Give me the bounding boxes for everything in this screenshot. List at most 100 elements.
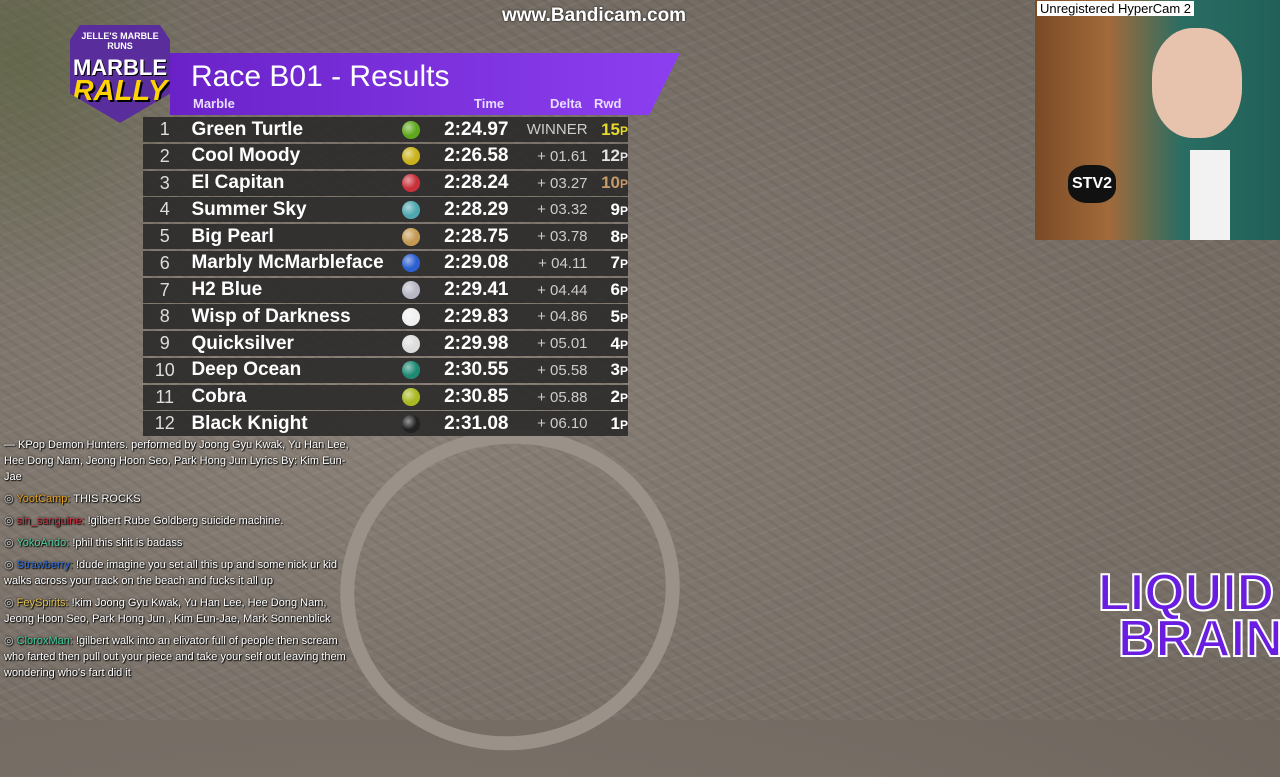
chat-message: ◎ YootCamp: THIS ROCKS	[4, 491, 354, 507]
position: 1	[159, 119, 170, 139]
marble-name: Cool Moody	[191, 145, 301, 167]
finish-time: 2:24.97	[444, 118, 509, 140]
chat-username[interactable]: YootCamp:	[16, 493, 71, 505]
marble-name: Marbly McMarbleface	[191, 252, 384, 274]
result-row: 7 H2 Blue 2:29.41 + 04.44 6P	[143, 277, 629, 303]
marble-icon	[401, 147, 420, 166]
reward-points: 3P	[610, 360, 629, 380]
finish-time: 2:31.08	[444, 412, 509, 434]
position: 7	[159, 279, 170, 300]
chat-text: !phil this shit is badass	[69, 537, 183, 549]
time-delta: + 01.61	[537, 147, 588, 165]
marble-name: Deep Ocean	[191, 359, 302, 381]
finish-time: 2:28.75	[444, 225, 509, 247]
chat-username[interactable]: Strawberry:	[16, 559, 73, 571]
hypercam-title: Unregistered HyperCam 2	[1037, 1, 1195, 16]
liquid-brain-logo: LIQUID BRAIN	[1090, 545, 1280, 715]
time-delta: + 06.10	[537, 415, 588, 433]
marble-name: Big Pearl	[191, 225, 274, 247]
result-row: 12 Black Knight 2:31.08 + 06.10 1P	[143, 411, 629, 437]
position: 12	[154, 413, 175, 434]
reward-points: 1P	[610, 413, 629, 433]
chat-message: ◎ FeySpirits: !kim Joong Gyu Kwak, Yu Ha…	[4, 595, 354, 627]
chat-badge-icon: ◎	[4, 559, 17, 571]
reward-points: 6P	[610, 280, 629, 299]
logo-top: JELLE'S MARBLE RUNS	[81, 31, 159, 51]
reward-points: 10P	[601, 173, 629, 192]
chat-message: ◎ Strawberry: !dude imagine you set all …	[4, 557, 354, 589]
logo-liquid: LIQUID	[1097, 564, 1275, 622]
marble-name: Black Knight	[191, 412, 308, 434]
chat-badge-icon: ◎	[4, 597, 17, 609]
reward-points: 15P	[601, 119, 629, 139]
reward-points: 5P	[610, 306, 629, 326]
chat-badge-icon: ◎	[4, 635, 17, 647]
position: 5	[159, 226, 170, 246]
marble-name: El Capitan	[191, 172, 285, 193]
result-row: 11 Cobra 2:30.85 + 05.88 2P	[143, 384, 629, 410]
chat-username[interactable]: FeySpirits:	[16, 597, 69, 609]
finish-time: 2:28.29	[444, 198, 509, 220]
chat-badge-icon: ◎	[4, 493, 17, 505]
results-banner	[170, 53, 680, 115]
finish-time: 2:28.24	[444, 172, 509, 193]
marble-icon	[401, 361, 420, 380]
finish-time: 2:30.85	[444, 386, 509, 407]
time-delta: + 03.27	[537, 174, 588, 192]
time-delta: + 04.11	[538, 254, 588, 272]
position: 8	[159, 306, 170, 327]
webcam-feed	[1035, 0, 1280, 240]
reward-points: 7P	[610, 253, 629, 273]
marble-name: Wisp of Darkness	[191, 305, 351, 327]
marble-icon	[401, 414, 420, 433]
marble-name: Green Turtle	[191, 118, 304, 140]
chat-username[interactable]: CloroxMan:	[16, 635, 73, 647]
chat-username[interactable]: YokoAndo:	[16, 537, 70, 549]
chat-message: ◎ sin_sanguine: !gilbert Rube Goldberg s…	[4, 513, 354, 529]
result-row: 1 Green Turtle 2:24.97 WINNER 15P	[143, 117, 628, 142]
marble-icon	[401, 174, 420, 192]
logo-line2: RALLY	[72, 75, 168, 107]
reward-points: 12P	[601, 146, 629, 166]
results-title: Race B01 - Results	[191, 60, 450, 93]
time-delta: + 05.01	[537, 335, 588, 352]
marble-name: Cobra	[191, 386, 247, 407]
logo-brain: BRAIN	[1117, 610, 1280, 668]
marble-icon	[401, 388, 420, 406]
position: 9	[159, 333, 170, 353]
now-playing: — KPop Demon Hunters. performed by Joong…	[4, 439, 349, 483]
chat-text: !dude imagine you set all this up and so…	[4, 559, 338, 587]
time-delta: + 03.78	[537, 228, 588, 245]
chat-badge-icon: ◎	[4, 537, 17, 549]
time-delta: + 05.58	[537, 361, 588, 379]
marble-icon	[401, 281, 420, 299]
result-row: 4 Summer Sky 2:28.29 + 03.32 9P	[143, 197, 629, 223]
result-row: 8 Wisp of Darkness 2:29.83 + 04.86 5P	[143, 304, 629, 330]
finish-time: 2:30.55	[444, 359, 509, 381]
reward-points: 9P	[610, 199, 629, 219]
result-row: 2 Cool Moody 2:26.58 + 01.61 12P	[143, 143, 629, 169]
position: 2	[159, 145, 170, 166]
chat-text: !gilbert walk into an elivator full of p…	[4, 635, 346, 679]
position: 11	[155, 386, 175, 407]
marble-icon	[401, 120, 420, 139]
marble-icon	[401, 334, 420, 353]
chat-badge-icon: ◎	[4, 515, 17, 527]
reward-points: 2P	[610, 387, 629, 406]
webcam-face	[1152, 28, 1242, 138]
marble-icon	[401, 254, 420, 273]
position: 10	[154, 359, 175, 380]
finish-time: 2:29.08	[444, 252, 509, 274]
chat-text: THIS ROCKS	[70, 493, 141, 505]
time-delta: + 03.32	[537, 201, 588, 219]
position: 3	[159, 172, 170, 193]
chat-message: ◎ YokoAndo: !phil this shit is badass	[4, 535, 354, 551]
chat-overlay: — KPop Demon Hunters. performed by Joong…	[4, 437, 354, 687]
chat-username[interactable]: sin_sanguine:	[16, 515, 85, 527]
logo-line1: MARBLE	[72, 55, 168, 80]
result-row: 6 Marbly McMarbleface 2:29.08 + 04.11 7P	[143, 250, 629, 276]
result-row: 3 El Capitan 2:28.24 + 03.27 10P	[143, 170, 629, 196]
finish-time: 2:29.41	[444, 279, 509, 300]
marble-icon	[401, 200, 420, 219]
time-delta: WINNER	[526, 121, 588, 138]
